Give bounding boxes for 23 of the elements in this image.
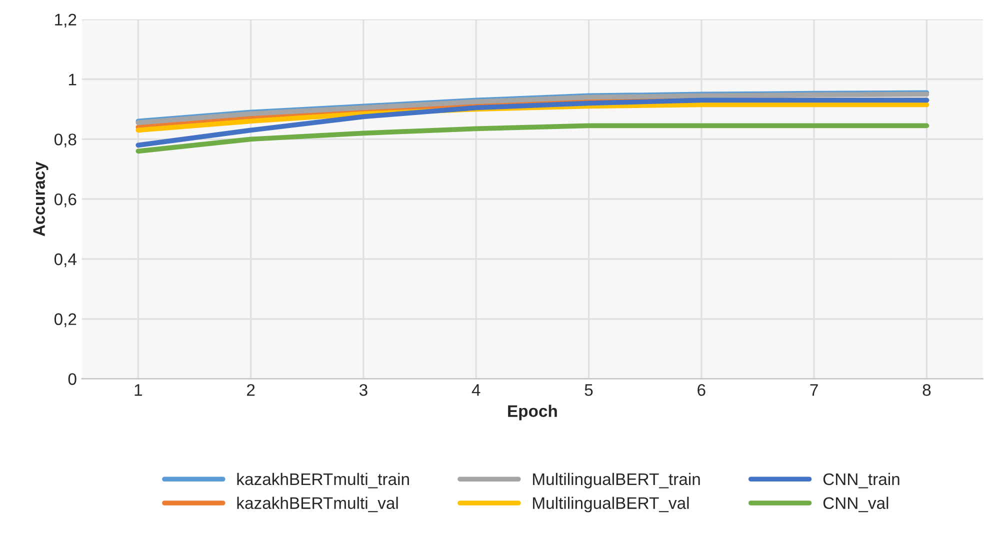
y-tick-label: 0 xyxy=(68,373,76,386)
x-axis-title: Epoch xyxy=(508,404,557,420)
y-tick-label: 1 xyxy=(68,74,76,86)
x-tick-label: 4 xyxy=(472,384,480,396)
legend-label: MultilingualBERT_train xyxy=(533,472,700,488)
legend-label: CNN_val xyxy=(823,496,888,512)
x-tick-label: 6 xyxy=(698,384,706,396)
legend-label: kazakhBERTmulti_train xyxy=(237,472,409,488)
y-tick-label: 0,4 xyxy=(54,253,76,268)
y-tick-label: 0,2 xyxy=(54,313,76,328)
y-axis-title: Accuracy xyxy=(33,162,48,236)
legend-label: MultilingualBERT_val xyxy=(533,496,689,512)
x-tick-label: 7 xyxy=(810,384,818,396)
legend-label: kazakhBERTmulti_val xyxy=(237,496,398,512)
x-tick-label: 5 xyxy=(584,384,593,396)
x-tick-label: 2 xyxy=(247,384,255,396)
x-tick-label: 3 xyxy=(359,384,368,396)
y-tick-label: 1,2 xyxy=(55,14,76,28)
x-tick-label: 8 xyxy=(922,384,931,396)
legend-label: CNN_train xyxy=(823,472,900,488)
y-tick-label: 0,8 xyxy=(54,134,76,148)
y-tick-label: 0,6 xyxy=(54,193,76,208)
x-tick-label: 1 xyxy=(134,384,142,396)
